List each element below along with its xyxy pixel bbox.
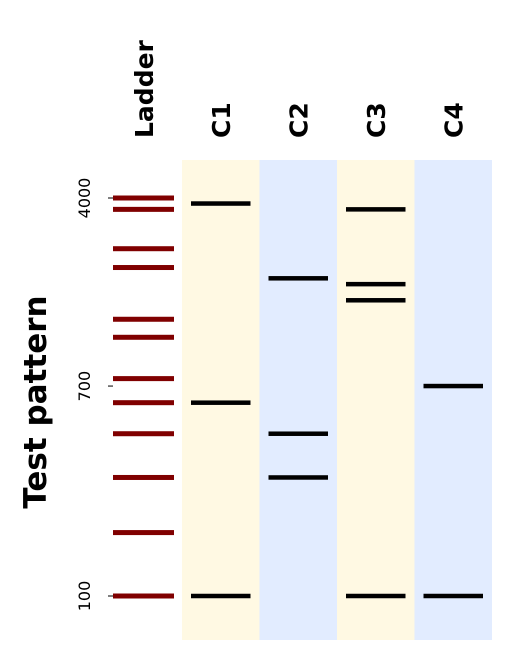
band-c3-4 <box>346 593 406 599</box>
ladder-bands <box>113 195 174 599</box>
y-axis-ticks: 4000 700 100 <box>75 178 113 612</box>
ladder-band-8 <box>113 400 174 406</box>
ladder-band-2 <box>113 206 174 212</box>
band-c3-1 <box>346 207 406 212</box>
band-c4-2 <box>423 593 483 599</box>
band-c2-1 <box>268 276 328 281</box>
lane-label-c4: C4 <box>439 102 468 138</box>
lane-backgrounds <box>182 160 492 640</box>
chart-title: Test pattern <box>18 295 54 508</box>
ladder-band-10 <box>113 474 174 480</box>
lane-background-c4 <box>414 160 492 640</box>
lane-background-c3 <box>337 160 415 640</box>
ladder-band-5 <box>113 316 174 322</box>
sample-bands <box>191 201 483 599</box>
ladder-band-12 <box>113 593 174 599</box>
ladder-band-11 <box>113 530 174 536</box>
y-tick-label-4000: 4000 <box>75 178 94 219</box>
lane-background-c2 <box>259 160 337 640</box>
band-c1-1 <box>191 201 251 206</box>
ladder-band-6 <box>113 334 174 340</box>
band-c3-2 <box>346 281 406 287</box>
ladder-band-9 <box>113 431 174 437</box>
lane-label-c2: C2 <box>284 102 313 138</box>
y-tick-label-700: 700 <box>75 371 94 402</box>
ladder-label: Ladder <box>130 39 159 138</box>
ladder-band-4 <box>113 265 174 271</box>
lane-background-c1 <box>182 160 260 640</box>
band-c2-2 <box>268 431 328 436</box>
lane-label-c3: C3 <box>362 102 391 138</box>
band-c2-3 <box>268 475 328 480</box>
band-c3-3 <box>346 298 406 303</box>
ladder-band-3 <box>113 246 174 252</box>
lane-label-c1: C1 <box>207 102 236 138</box>
band-c1-3 <box>191 593 251 599</box>
ladder-band-1 <box>113 195 174 201</box>
band-c1-2 <box>191 400 251 405</box>
band-c4-1 <box>423 383 483 389</box>
y-tick-label-100: 100 <box>75 581 94 612</box>
lane-labels: C1 C2 C3 C4 Ladder <box>130 39 468 138</box>
ladder-band-7 <box>113 376 174 382</box>
